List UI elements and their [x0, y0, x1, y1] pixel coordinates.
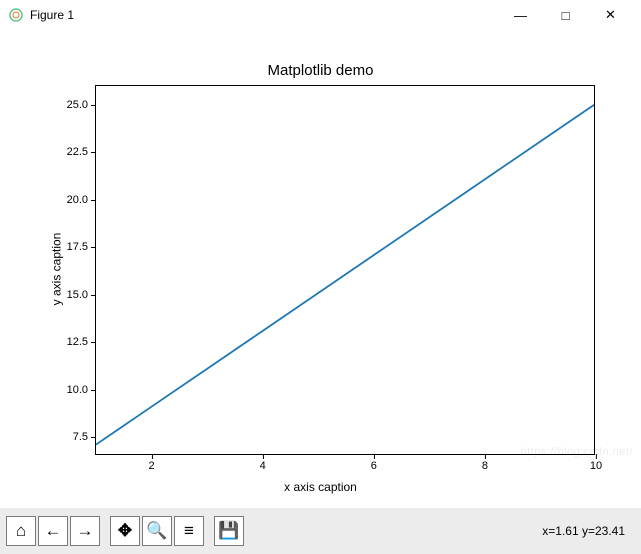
y-tick: 12.5 — [67, 336, 96, 348]
forward-icon[interactable]: → — [70, 516, 100, 546]
y-tick: 20.0 — [67, 194, 96, 206]
zoom-icon[interactable]: 🔍 — [142, 516, 172, 546]
plot-area: Matplotlib demo y axis caption x axis ca… — [0, 30, 641, 508]
titlebar: Figure 1 — □ ✕ — [0, 0, 641, 30]
save-icon[interactable]: 💾 — [214, 516, 244, 546]
watermark: https://blog.csdn.net/ — [520, 446, 633, 458]
x-tick: 2 — [148, 454, 154, 472]
back-icon[interactable]: ← — [38, 516, 68, 546]
chart-axes[interactable]: 7.510.012.515.017.520.022.525.0246810 — [95, 85, 595, 455]
x-tick: 4 — [260, 454, 266, 472]
chart-title: Matplotlib demo — [0, 62, 641, 79]
x-tick: 8 — [482, 454, 488, 472]
window-title: Figure 1 — [30, 8, 74, 22]
coord-readout: x=1.61 y=23.41 — [542, 524, 635, 538]
y-tick: 17.5 — [67, 241, 96, 253]
y-tick: 22.5 — [67, 146, 96, 158]
x-axis-label: x axis caption — [0, 480, 641, 494]
toolbar: ⌂←→ ✥🔍≡ 💾 x=1.61 y=23.41 — [0, 508, 641, 554]
app-icon — [8, 7, 24, 23]
home-icon[interactable]: ⌂ — [6, 516, 36, 546]
chart-line — [96, 86, 594, 454]
y-tick: 15.0 — [67, 289, 96, 301]
configure-icon[interactable]: ≡ — [174, 516, 204, 546]
x-tick: 6 — [371, 454, 377, 472]
y-tick: 7.5 — [73, 431, 96, 443]
y-tick: 25.0 — [67, 99, 96, 111]
maximize-button[interactable]: □ — [543, 0, 588, 30]
minimize-button[interactable]: — — [498, 0, 543, 30]
y-axis-label: y axis caption — [49, 233, 63, 306]
close-button[interactable]: ✕ — [588, 0, 633, 30]
y-tick: 10.0 — [67, 384, 96, 396]
pan-icon[interactable]: ✥ — [110, 516, 140, 546]
